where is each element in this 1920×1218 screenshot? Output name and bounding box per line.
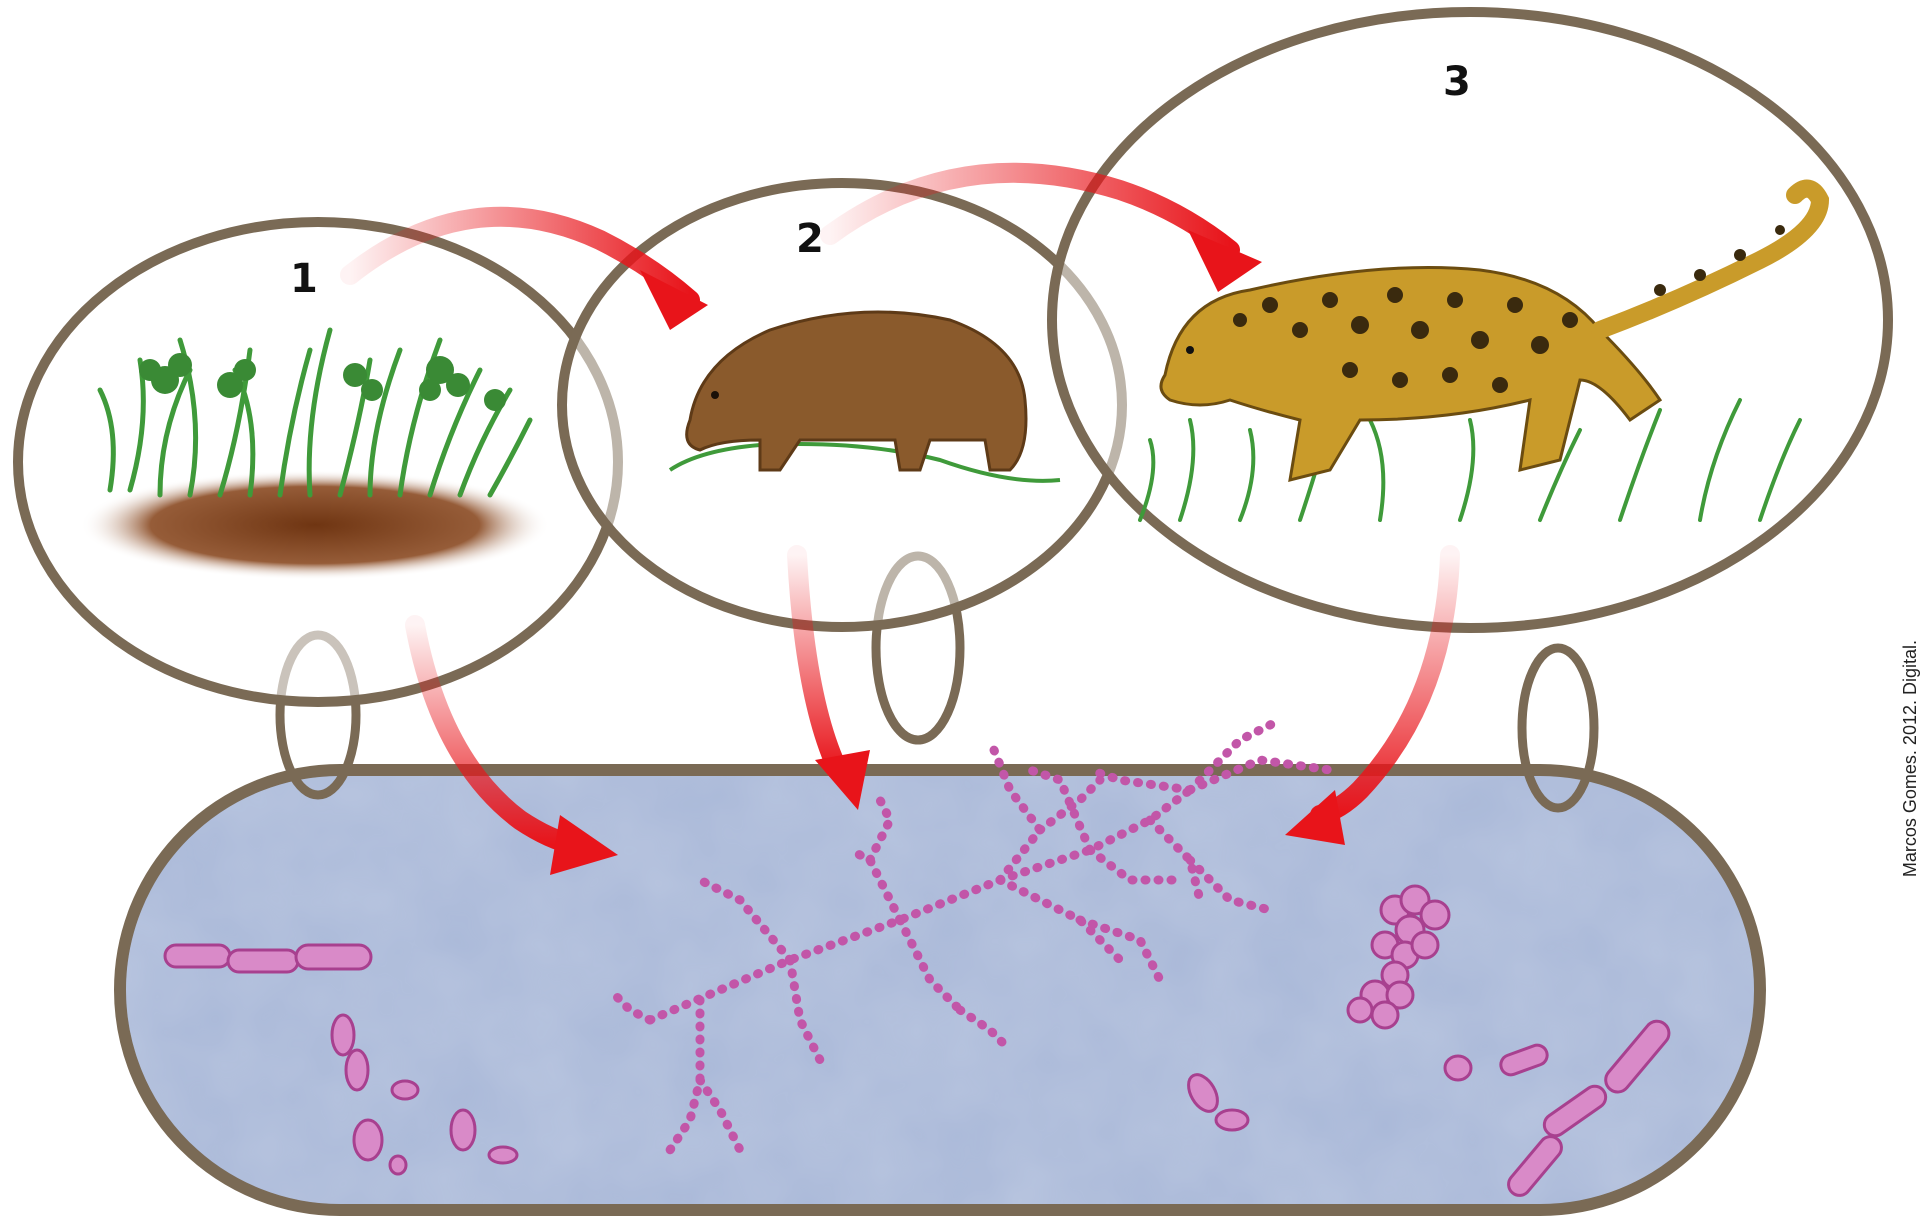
- bacteria-coccus: [344, 1048, 370, 1092]
- arrow-head: [1188, 230, 1262, 292]
- bacteria-coccus: [390, 1079, 420, 1101]
- bacteria-rod: [294, 943, 373, 971]
- arrow-3-to-decomposers: [1310, 545, 1460, 825]
- bacteria-rod: [1542, 1084, 1608, 1138]
- carnivore-jaguar-illustration: [1138, 179, 1830, 522]
- arrow-2-to-3: [820, 162, 1240, 260]
- bacteria-rod: [1507, 1135, 1563, 1197]
- energy-flow-arrows: [340, 162, 1262, 330]
- bacteria-rod: [163, 943, 232, 969]
- bacteria-rod: [1604, 1019, 1671, 1094]
- bacteria-coccus: [1443, 1054, 1473, 1082]
- bacteria-cluster: [1346, 884, 1451, 1030]
- bacteria-coccus: [1187, 1073, 1219, 1113]
- bacteria-coccus: [487, 1145, 519, 1165]
- arrow-1-to-2: [340, 206, 700, 310]
- arrow-head: [815, 750, 870, 810]
- bacteria-coccus: [352, 1118, 384, 1162]
- bacteria-coccus: [449, 1108, 477, 1152]
- arrow-2-to-decomposers: [787, 545, 848, 780]
- fungal-hyphae: [605, 715, 1335, 1155]
- arrow-1-to-decomposers: [405, 615, 585, 855]
- bacteria-coccus: [1214, 1108, 1250, 1132]
- level-label-3: 3: [1443, 59, 1471, 105]
- level-label-2: 2: [796, 216, 824, 262]
- herbivore-capybara-illustration: [668, 310, 1061, 483]
- trophic-ring-1: [13, 217, 623, 707]
- bacteria-coccus: [388, 1154, 408, 1176]
- producer-grass-illustration: [80, 327, 550, 580]
- bacteria-group: [163, 884, 1671, 1197]
- level-label-1: 1: [290, 256, 318, 302]
- bacteria-rod: [1499, 1043, 1549, 1077]
- arrow-head: [640, 270, 708, 330]
- bacteria-coccus: [330, 1013, 356, 1057]
- arrow-head: [1285, 790, 1345, 845]
- decomposition-arrows: [405, 545, 1460, 875]
- arrow-head: [550, 815, 618, 875]
- bacteria-rod: [226, 948, 300, 974]
- image-credit: Marcos Gomes. 2012. Digital.: [1900, 640, 1920, 878]
